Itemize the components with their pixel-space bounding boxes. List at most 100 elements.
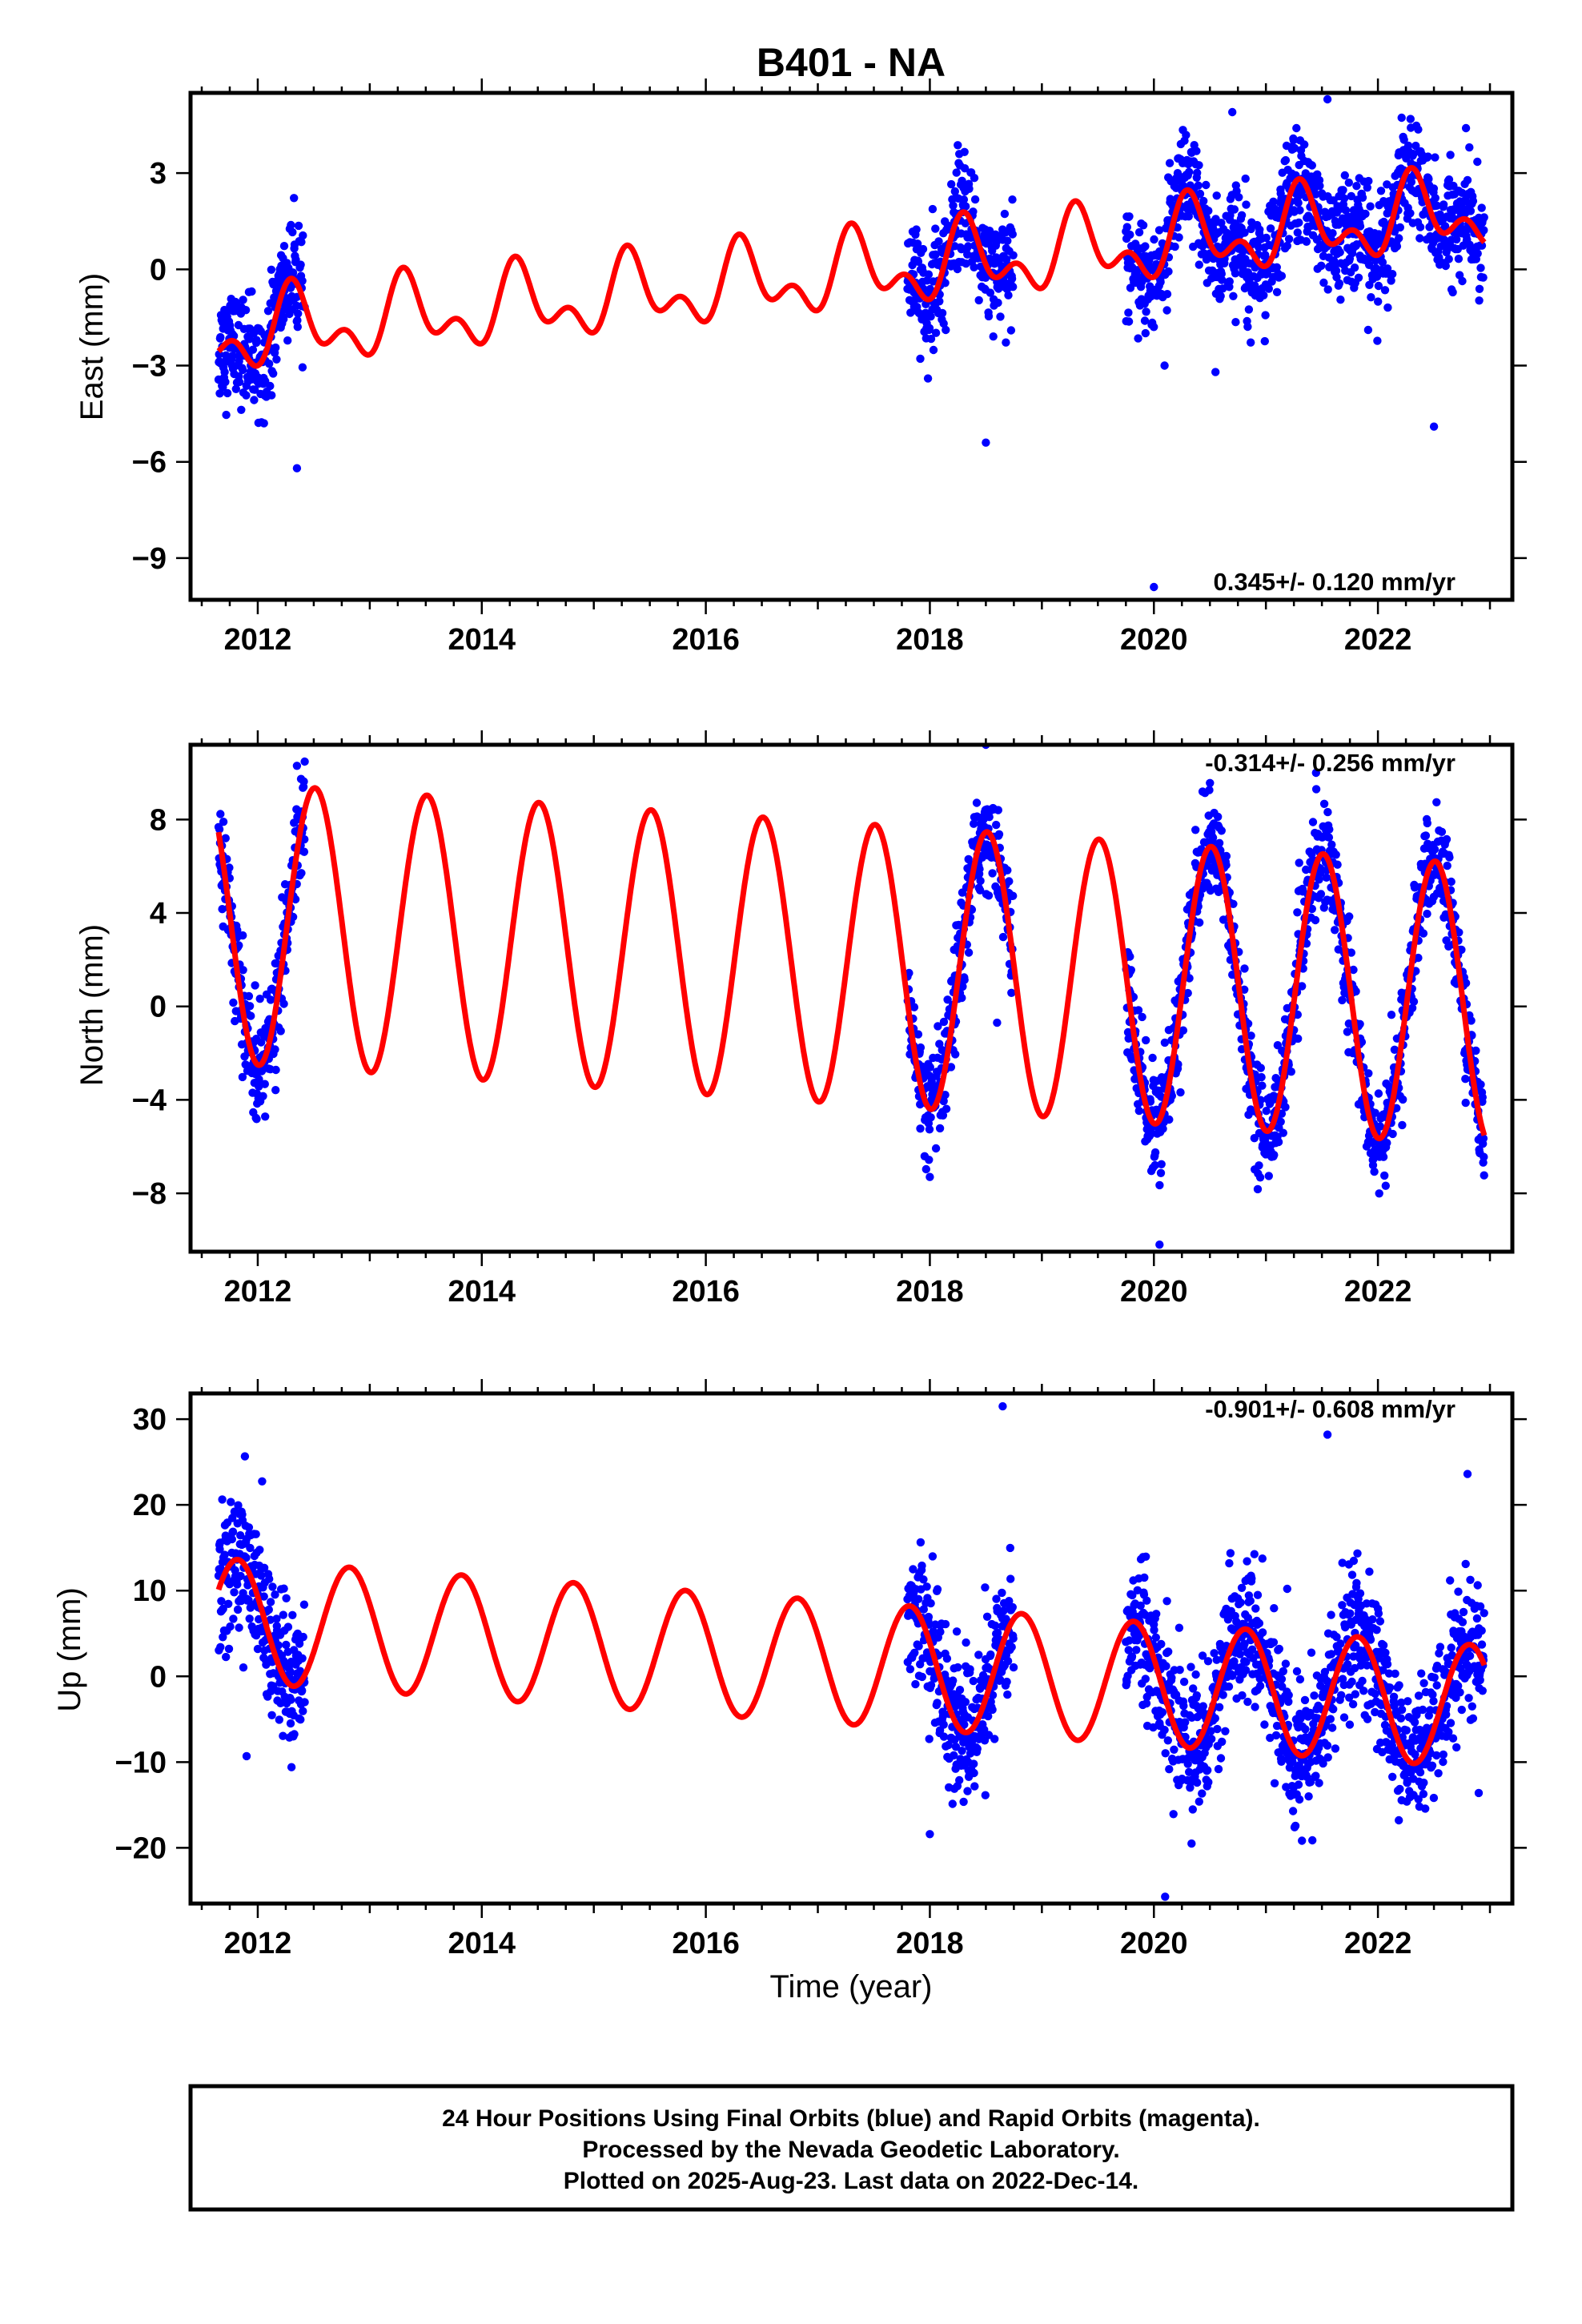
north-data-point xyxy=(1364,1069,1373,1078)
north-data-point xyxy=(1176,1088,1185,1097)
east-data-point xyxy=(1328,229,1337,238)
up-data-point xyxy=(1193,1778,1202,1787)
up-data-point xyxy=(1255,1682,1265,1691)
east-data-point xyxy=(290,194,299,203)
east-data-point xyxy=(1225,277,1235,286)
up-data-point xyxy=(1278,1682,1287,1691)
east-data-point xyxy=(1315,181,1324,191)
east-y-tick-label: −3 xyxy=(132,350,167,384)
up-data-point xyxy=(288,1610,297,1620)
up-data-point xyxy=(296,1715,305,1724)
up-data-point xyxy=(1170,1745,1178,1754)
up-data-point xyxy=(933,1585,942,1594)
up-data-point xyxy=(259,1592,268,1601)
east-data-point xyxy=(1262,233,1271,243)
up-data-point xyxy=(1128,1590,1137,1600)
north-data-point xyxy=(229,998,238,1007)
up-data-point xyxy=(970,1782,979,1791)
north-frame xyxy=(188,742,1515,1254)
east-x-tick-label: 2018 xyxy=(896,623,964,657)
north-data-point xyxy=(943,995,952,1004)
north-data-point xyxy=(1156,1168,1166,1178)
north-data-point xyxy=(1155,1180,1164,1190)
up-data-point xyxy=(959,1797,968,1807)
up-data-point xyxy=(1250,1550,1259,1558)
north-data-point xyxy=(1457,945,1466,955)
north-data-point xyxy=(255,995,264,1003)
up-data-point xyxy=(274,1641,283,1650)
north-rate-annotation: -0.314+/- 0.256 mm/yr xyxy=(1205,749,1456,777)
up-data-point xyxy=(1347,1677,1356,1687)
up-data-point xyxy=(1242,1658,1251,1667)
east-data-point xyxy=(1122,223,1132,231)
east-data-point xyxy=(994,298,1002,308)
up-data-point xyxy=(1258,1628,1267,1637)
up-data-point xyxy=(1329,1705,1338,1714)
east-data-point xyxy=(1374,297,1383,306)
up-data-point xyxy=(1352,1578,1361,1588)
east-data-point xyxy=(1009,283,1018,292)
east-data-point xyxy=(1293,228,1303,237)
east-data-point xyxy=(1317,261,1326,270)
north-data-point xyxy=(251,981,259,990)
north-data-point xyxy=(1371,1108,1379,1117)
north-data-point xyxy=(1437,827,1447,837)
up-data-point xyxy=(1430,1673,1439,1682)
up-data-point xyxy=(1419,1778,1428,1787)
up-data-point xyxy=(1468,1702,1477,1711)
north-data-point xyxy=(1240,964,1249,973)
east-data-point xyxy=(1150,235,1158,244)
up-data-point xyxy=(224,1644,234,1654)
up-data-point xyxy=(1311,1771,1320,1780)
north-data-point xyxy=(1222,861,1231,870)
north-data-point xyxy=(1476,1080,1485,1089)
up-data-point xyxy=(1006,1543,1015,1553)
east-y-axis-label: East (mm) xyxy=(74,273,110,420)
up-data-point xyxy=(1277,1675,1287,1683)
north-data-point xyxy=(1262,1107,1271,1116)
north-data-point xyxy=(970,819,978,828)
up-data-point xyxy=(234,1501,243,1510)
up-data-point xyxy=(1241,1666,1251,1675)
up-data-point xyxy=(974,1651,983,1659)
up-data-point xyxy=(1434,1769,1443,1778)
east-data-point xyxy=(298,276,307,285)
north-data-point xyxy=(259,1092,267,1101)
up-data-point xyxy=(283,1622,293,1631)
up-data-point xyxy=(224,1599,233,1609)
up-data-point xyxy=(299,1707,307,1715)
north-data-point xyxy=(972,798,982,807)
north-data-point xyxy=(1478,1093,1488,1102)
east-data-point xyxy=(293,323,302,332)
north-data-point xyxy=(905,968,913,978)
up-data-point xyxy=(1142,1699,1151,1708)
up-data-point xyxy=(1210,1649,1219,1658)
east-data-point xyxy=(1311,190,1320,199)
east-data-point xyxy=(1439,200,1448,209)
north-data-point xyxy=(1322,873,1331,883)
up-data-point xyxy=(1421,1804,1430,1813)
up-data-point xyxy=(1247,1645,1257,1654)
up-data-point xyxy=(216,1642,225,1651)
east-data-point xyxy=(1243,322,1252,332)
east-data-point xyxy=(1241,174,1250,183)
up-data-point xyxy=(1415,1768,1425,1777)
up-data-point xyxy=(1383,1659,1392,1669)
north-data-point xyxy=(1138,1012,1146,1022)
east-data-point xyxy=(1465,143,1474,152)
north-data-point xyxy=(1134,1006,1143,1015)
north-data-point xyxy=(1331,926,1339,935)
east-data-point xyxy=(960,164,970,173)
chart-title: B401 - NA xyxy=(757,40,946,85)
up-data-point xyxy=(244,1523,254,1532)
up-data-point xyxy=(1419,1679,1428,1687)
up-data-point xyxy=(1410,1718,1419,1727)
up-data-point xyxy=(919,1575,928,1584)
east-data-point xyxy=(1194,181,1203,190)
north-data-point xyxy=(1419,929,1428,938)
north-data-point xyxy=(276,1027,285,1035)
up-data-point xyxy=(1213,1724,1222,1734)
north-y-axis-label: North (mm) xyxy=(74,924,110,1086)
north-data-point xyxy=(1316,890,1326,899)
